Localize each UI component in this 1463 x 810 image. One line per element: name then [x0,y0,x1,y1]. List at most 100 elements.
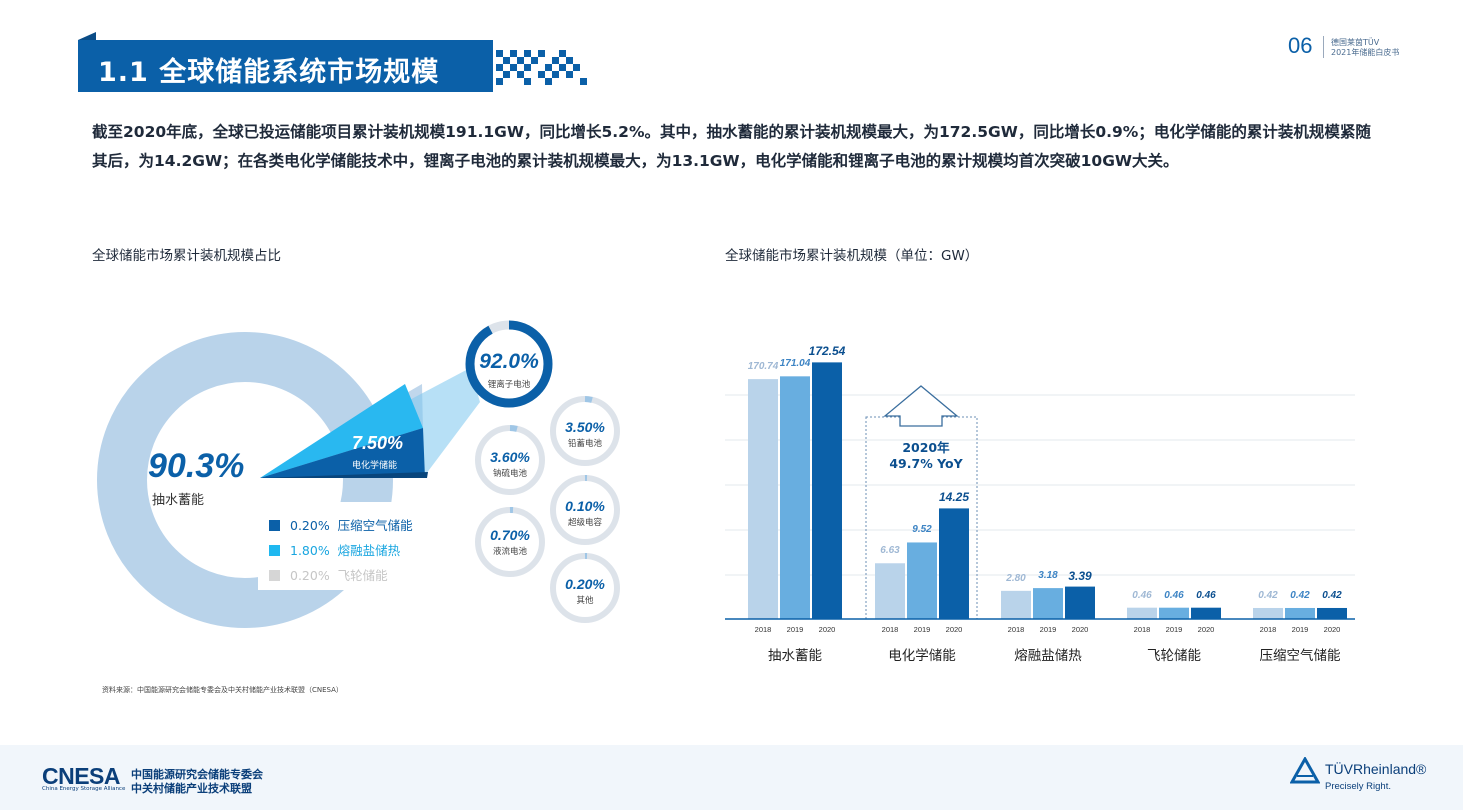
year-tick-label: 2019 [786,625,804,634]
year-tick-label: 2020 [1197,625,1215,634]
brand-line-1: 德国莱茵TÜV [1331,38,1380,47]
bar-2020-3 [1191,607,1221,619]
legend-value: 1.80% [290,543,330,558]
ring-bg-li-ion [470,325,548,403]
ring-value-supercap: 0.10% [565,498,605,514]
legend-label: 熔融盐储热 [337,543,401,558]
ring-label-li-ion: 锂离子电池 [487,380,531,390]
bar-value-label: 3.18 [1038,570,1058,582]
brand-line-2: 2021年储能白皮书 [1331,48,1400,57]
bar-value-label: 0.46 [1196,589,1216,601]
bar-2018-3 [1127,607,1157,619]
year-tick-label: 2019 [1165,625,1183,634]
ring-label-supercap: 超级电容 [567,518,602,528]
pie-slice-electrochemical [260,428,425,478]
annotation-year: 2020年 [902,440,950,455]
checker-decoration [496,50,587,85]
bar-2018-4 [1253,607,1283,619]
legend-swatch [269,545,280,556]
year-tick-label: 2019 [1039,625,1057,634]
bar-value-label: 0.42 [1322,589,1342,601]
footer-band [0,745,1463,810]
pie-legend: 0.20% 压缩空气储能 1.80% 熔融盐储热 0.20% 飞轮储能 [258,502,434,590]
legend-item-compressed-air: 0.20% 压缩空气储能 [269,515,413,534]
section-title-bar [78,32,493,92]
bar-2019-3 [1159,607,1189,619]
bar-2018-1 [875,563,905,619]
growth-arrow-icon [883,385,959,427]
year-tick-label: 2020 [945,625,963,634]
bar-value-label: 6.63 [880,545,900,557]
pie-chem-value: 7.50% [352,433,404,453]
bar-value-label: 0.42 [1290,589,1310,601]
source-note: 资料来源：中国能源研究会储能专委会及中关村储能产业技术联盟（CNESA） [102,686,343,694]
year-tick-label: 2018 [754,625,772,634]
bar-chart-title: 全球储能市场累计装机规模（单位：GW） [725,248,979,264]
year-tick-label: 2018 [1259,625,1277,634]
bar-2020-0 [812,362,842,619]
bar-value-label: 0.46 [1132,589,1152,601]
year-tick-label: 2019 [913,625,931,634]
pie-slice-molten-salt [260,384,423,478]
category-label: 电化学储能 [888,648,956,664]
ring-label-other: 其他 [576,596,594,606]
legend-label: 压缩空气储能 [337,518,413,533]
bar-2020-2 [1065,586,1095,619]
bar-2018-0 [748,379,778,619]
category-label: 熔融盐储热 [1014,648,1082,664]
ring-value-other: 0.20% [565,576,605,592]
intro-paragraph: 截至2020年底，全球已投运储能项目累计装机规模191.1GW，同比增长5.2%… [92,123,1371,170]
bar-2019-2 [1033,588,1063,619]
year-tick-label: 2020 [1323,625,1341,634]
bar-value-label: 2.80 [1006,572,1026,584]
legend-item-molten-salt: 1.80% 熔融盐储热 [269,540,400,559]
pie-chart-title: 全球储能市场累计装机规模占比 [92,248,281,264]
section-title: 1.1 全球储能系统市场规模 [98,57,440,88]
ring-value-nas: 3.60% [490,449,530,465]
legend-swatch [269,520,280,531]
cnesa-cn-line-2: 中关村储能产业技术联盟 [131,782,252,795]
bar-value-label: 170.74 [747,361,779,373]
ring-label-lead: 铅蓄电池 [567,439,602,449]
header-divider [1323,36,1324,58]
year-tick-label: 2020 [818,625,836,634]
bar-2020-1 [939,508,969,619]
ring-label-flow: 液流电池 [492,547,527,557]
year-tick-label: 2020 [1071,625,1089,634]
year-tick-label: 2018 [881,625,899,634]
year-tick-label: 2019 [1291,625,1309,634]
year-tick-label: 2018 [1133,625,1151,634]
legend-value: 0.20% [290,518,330,533]
year-tick-label: 2018 [1007,625,1025,634]
pie-chart [97,320,620,628]
legend-item-flywheel: 0.20% 飞轮储能 [269,565,388,584]
bar-2019-4 [1285,607,1315,619]
category-label: 抽水蓄能 [768,648,822,664]
bar-value-label: 3.39 [1068,568,1092,583]
bar-2019-1 [907,542,937,619]
pie-slice-compressed-air [260,472,428,478]
tuv-tagline: Precisely Right. [1325,781,1391,792]
ring-value-li-ion: 92.0% [479,350,539,373]
bar-2020-4 [1317,607,1347,619]
pie-chem-label: 电化学储能 [352,461,398,471]
bar-value-label: 171.04 [779,358,811,370]
legend-label: 飞轮储能 [337,568,388,583]
tuv-triangle-icon [1290,757,1320,784]
bar-value-label: 0.42 [1258,589,1278,601]
bar-value-label: 172.54 [808,344,846,359]
bar-value-label: 14.25 [938,490,970,505]
ring-label-nas: 钠硫电池 [492,469,527,479]
bar-2019-0 [780,376,810,619]
page-number: 06 [1288,33,1313,58]
bar-value-label: 0.46 [1164,589,1184,601]
category-label: 飞轮储能 [1147,648,1201,664]
pie-ring-pumped-hydro [97,332,393,628]
bar-2018-2 [1001,590,1031,619]
pie-main-label: 抽水蓄能 [152,493,205,508]
annotation-yoy: 49.7% YoY [889,456,963,471]
cnesa-cn-line-1: 中国能源研究会储能专委会 [131,768,263,781]
ring-value-flow: 0.70% [490,527,530,543]
ring-arc-lead [584,396,593,403]
cnesa-english-name: China Energy Storage Alliance [42,786,126,792]
